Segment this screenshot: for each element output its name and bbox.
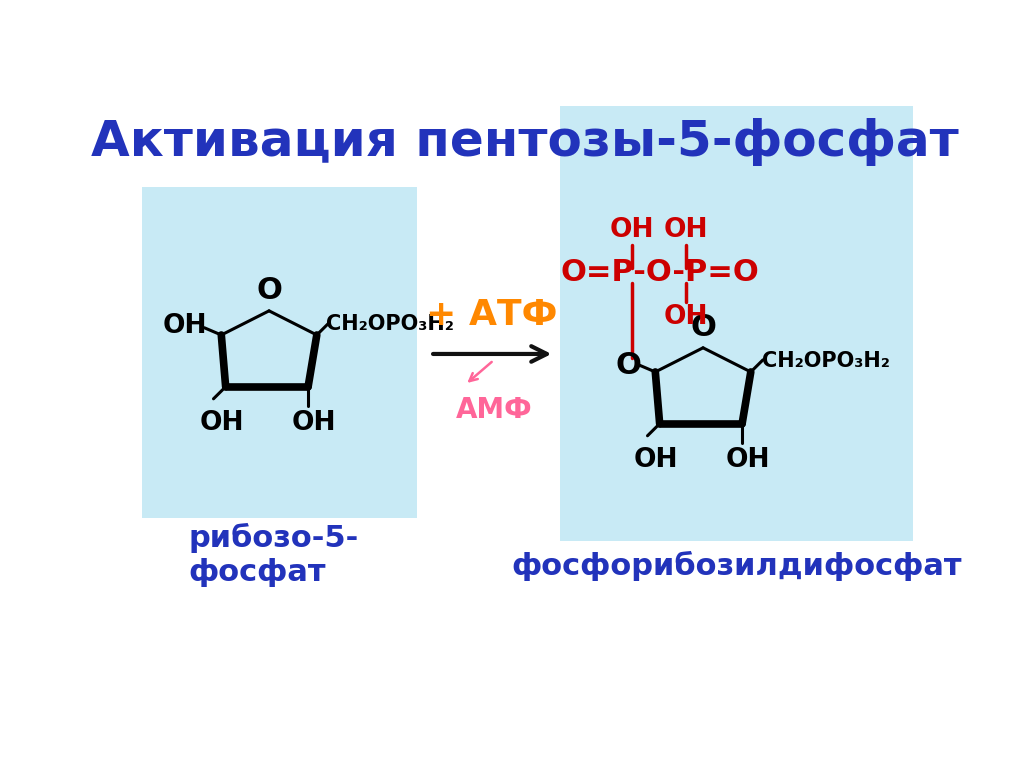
Text: АМФ: АМФ	[456, 396, 532, 424]
Text: O: O	[256, 276, 282, 306]
Text: CH₂OPO₃H₂: CH₂OPO₃H₂	[326, 314, 454, 334]
Text: + АТФ: + АТФ	[427, 299, 558, 333]
Text: фосфорибозилдифосфат: фосфорибозилдифосфат	[511, 551, 962, 581]
Text: OH: OH	[664, 217, 709, 243]
Text: OH: OH	[726, 447, 770, 473]
Text: рибозо-5-
фосфат: рибозо-5- фосфат	[188, 523, 358, 587]
Text: OH: OH	[664, 304, 709, 330]
Text: OH: OH	[200, 410, 244, 435]
Bar	[560, 106, 913, 541]
Text: OH: OH	[292, 410, 337, 435]
Text: O=P-O-P=O: O=P-O-P=O	[560, 258, 759, 287]
Text: Активация пентозы-5-фосфат: Активация пентозы-5-фосфат	[91, 118, 958, 166]
Bar	[142, 187, 417, 518]
Text: OH: OH	[163, 313, 207, 339]
Text: OH: OH	[634, 447, 678, 473]
Text: O: O	[615, 351, 641, 380]
Text: CH₂OPO₃H₂: CH₂OPO₃H₂	[763, 351, 890, 371]
Text: O: O	[690, 313, 716, 343]
Text: OH: OH	[609, 217, 654, 243]
